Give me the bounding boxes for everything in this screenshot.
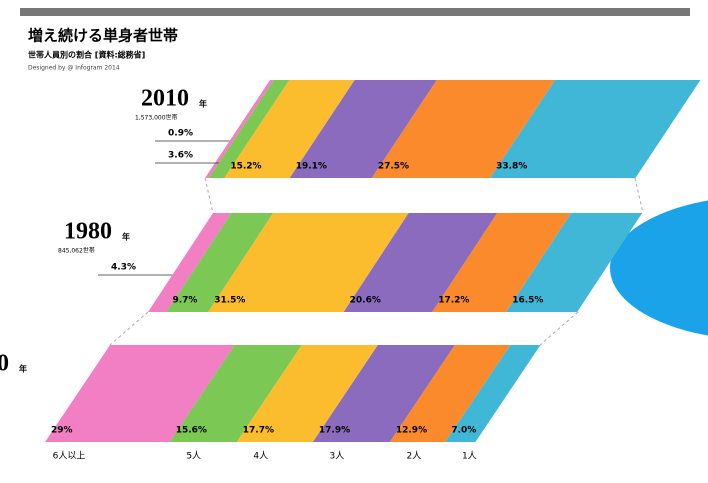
household-count: 1,573,000世帯: [135, 114, 178, 122]
value-label: 12.9%: [396, 426, 427, 436]
value-label: 16.5%: [512, 296, 543, 306]
top-bar: [20, 8, 690, 16]
size-label: 1人: [462, 451, 477, 462]
value-label: 3.6%: [168, 151, 193, 161]
value-label: 20.6%: [350, 296, 381, 306]
year-suffix: 年: [199, 99, 207, 109]
connector: [205, 178, 213, 213]
value-label: 17.9%: [319, 426, 350, 436]
connector: [540, 312, 578, 345]
household-count: 845,062世帯: [58, 247, 95, 255]
value-label: 0.9%: [168, 129, 193, 139]
credit: Designed by @ Infogram 2014: [28, 65, 120, 72]
year-label: 1950: [0, 351, 9, 377]
year-suffix: 年: [122, 232, 130, 242]
chart-title: 増え続ける単身者世帯: [28, 27, 178, 45]
value-label: 7.0%: [451, 426, 476, 436]
year-suffix: 年: [19, 364, 27, 374]
chart-subtitle: 世帯人員別の割合 [資料:総務省]: [28, 50, 145, 60]
value-label: 4.3%: [111, 263, 136, 273]
size-label: 4人: [253, 451, 268, 462]
connector: [635, 178, 643, 213]
size-label: 3人: [330, 451, 345, 462]
chart: 増え続ける単身者世帯 世帯人員別の割合 [資料:総務省] Designed by…: [0, 0, 708, 483]
value-label: 27.5%: [378, 162, 409, 172]
value-label: 17.7%: [243, 426, 274, 436]
value-label: 33.8%: [496, 162, 527, 172]
value-label: 19.1%: [296, 162, 327, 172]
value-label: 31.5%: [214, 296, 245, 306]
value-label: 9.7%: [172, 296, 197, 306]
value-label: 15.2%: [230, 162, 261, 172]
year-label: 1980: [64, 219, 112, 245]
size-label: 5人: [186, 451, 201, 462]
value-label: 17.2%: [438, 296, 469, 306]
value-label: 29%: [51, 426, 73, 436]
year-label: 2010: [141, 86, 189, 112]
value-label: 15.6%: [176, 426, 207, 436]
size-label: 2人: [406, 451, 421, 462]
connector: [110, 312, 148, 345]
size-label: 6人以上: [53, 451, 86, 462]
